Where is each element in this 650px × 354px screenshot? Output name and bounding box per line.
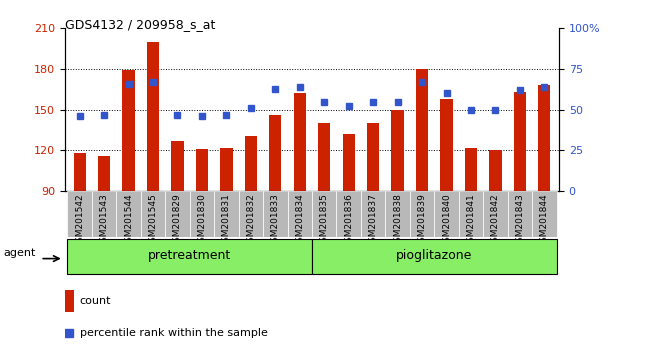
Bar [147,42,159,191]
Text: GSM201830: GSM201830 [198,193,207,249]
Bar [141,191,165,237]
Bar [214,191,239,237]
Bar [190,191,214,237]
Text: GSM201832: GSM201832 [246,193,255,248]
Bar [65,290,74,312]
Bar [343,134,355,191]
Bar [367,123,379,191]
Text: GSM201841: GSM201841 [467,193,475,248]
Text: agent: agent [3,248,36,258]
Text: GSM201839: GSM201839 [417,193,426,249]
Bar [92,191,116,237]
Bar [172,141,183,191]
Bar [532,191,556,237]
Bar [538,85,551,191]
Text: GSM201840: GSM201840 [442,193,451,248]
Bar [294,93,306,191]
Bar [410,191,434,237]
Bar [337,191,361,237]
Bar [441,99,452,191]
Text: GSM201833: GSM201833 [271,193,280,249]
Bar [459,191,483,237]
Bar [508,191,532,237]
Text: GSM201829: GSM201829 [173,193,182,248]
Text: GSM201844: GSM201844 [540,193,549,248]
Bar [318,123,330,191]
Text: GSM201834: GSM201834 [295,193,304,248]
Bar [165,191,190,237]
Bar [465,148,477,191]
Bar [385,191,410,237]
Bar [116,191,141,237]
Text: GSM201838: GSM201838 [393,193,402,249]
Bar [312,239,556,274]
Bar [434,191,459,237]
Text: GSM201843: GSM201843 [515,193,525,248]
Text: GSM201543: GSM201543 [99,193,109,248]
Text: GSM201542: GSM201542 [75,193,84,248]
Bar [514,92,526,191]
Bar [220,148,233,191]
Bar [239,191,263,237]
Text: GDS4132 / 209958_s_at: GDS4132 / 209958_s_at [65,18,215,31]
Bar [263,191,287,237]
Bar [287,191,312,237]
Bar [391,110,404,191]
Text: GSM201837: GSM201837 [369,193,378,249]
Text: percentile rank within the sample: percentile rank within the sample [80,328,268,338]
Text: GSM201831: GSM201831 [222,193,231,249]
Text: GSM201835: GSM201835 [320,193,329,249]
Bar [98,156,110,191]
Bar [269,115,281,191]
Bar [489,150,502,191]
Text: pretreatment: pretreatment [148,249,231,262]
Text: GSM201842: GSM201842 [491,193,500,248]
Bar [196,149,208,191]
Bar [245,136,257,191]
Text: count: count [80,296,111,306]
Bar [122,70,135,191]
Text: pioglitazone: pioglitazone [396,249,473,262]
Bar [73,153,86,191]
Bar [68,191,92,237]
Bar [483,191,508,237]
Text: GSM201836: GSM201836 [344,193,353,249]
Text: GSM201545: GSM201545 [149,193,157,248]
Bar [68,239,312,274]
Bar [361,191,385,237]
Bar [416,69,428,191]
Text: GSM201544: GSM201544 [124,193,133,248]
Bar [312,191,337,237]
